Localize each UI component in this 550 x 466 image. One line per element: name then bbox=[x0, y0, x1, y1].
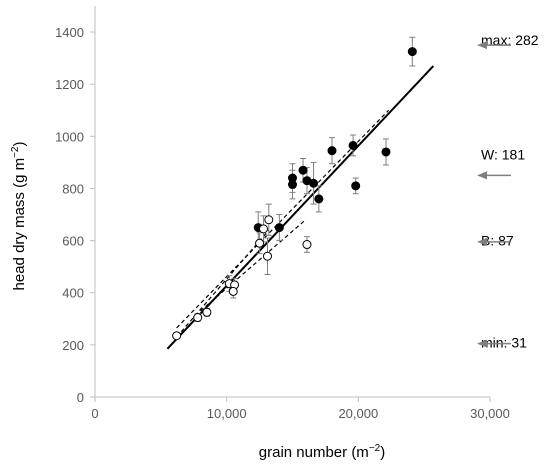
dashed-fit-line bbox=[176, 229, 270, 338]
x-tick-label: 20,000 bbox=[338, 406, 378, 421]
y-tick-label: 800 bbox=[62, 181, 84, 196]
open-point bbox=[228, 286, 238, 296]
x-axis-label: grain number (m−2) bbox=[259, 443, 385, 461]
dashed-fit-line bbox=[176, 109, 390, 329]
x-tick-label: 30,000 bbox=[470, 406, 510, 421]
dashed-fit-line bbox=[199, 219, 307, 312]
open-point bbox=[302, 240, 312, 250]
x-tick-label: 10,000 bbox=[207, 406, 247, 421]
y-axis-label: head dry mass (g m−2) bbox=[10, 142, 28, 291]
annotation-label: B: 87 bbox=[481, 233, 514, 249]
open-point bbox=[262, 251, 272, 261]
filled-point bbox=[351, 181, 361, 191]
y-tick-label: 1200 bbox=[55, 77, 84, 92]
y-tick-label: 1000 bbox=[55, 129, 84, 144]
annotation-arrow-head bbox=[477, 237, 487, 246]
y-tick-label: 0 bbox=[77, 390, 84, 405]
filled-point bbox=[381, 147, 391, 157]
open-point bbox=[259, 224, 269, 234]
open-point bbox=[264, 215, 274, 225]
annotation-label: max: 282 bbox=[481, 32, 539, 48]
annotation-label: min: 31 bbox=[481, 334, 527, 350]
data-points bbox=[172, 47, 417, 341]
annotations: max: 282 W: 181 B: 87 min: 31 bbox=[477, 32, 539, 350]
annotation-arrow-head bbox=[477, 41, 487, 50]
solid-fit-line bbox=[166, 65, 435, 350]
open-point bbox=[193, 312, 203, 322]
open-point bbox=[202, 307, 212, 317]
open-point bbox=[255, 238, 265, 248]
filled-point bbox=[288, 180, 297, 190]
y-tick-label: 400 bbox=[62, 286, 84, 301]
y-tick-label: 1400 bbox=[55, 25, 84, 40]
x-tick-label: 0 bbox=[91, 406, 98, 421]
annotation-arrow-head bbox=[477, 339, 487, 348]
y-tick-label: 200 bbox=[62, 338, 84, 353]
filled-point bbox=[407, 47, 417, 57]
ticks: 0 10,000 20,000 30,000 0 200 400 600 800 1000 1200… bbox=[55, 25, 510, 421]
annotation-label: W: 181 bbox=[481, 147, 525, 163]
filled-point bbox=[348, 140, 358, 150]
filled-point bbox=[327, 146, 337, 156]
fit-lines bbox=[166, 65, 435, 350]
y-tick-label: 600 bbox=[62, 234, 84, 249]
filled-point bbox=[314, 194, 324, 204]
open-point bbox=[172, 331, 182, 341]
filled-point bbox=[274, 223, 284, 233]
axes bbox=[94, 6, 490, 398]
annotation-arrow-head bbox=[477, 171, 487, 180]
filled-point bbox=[309, 178, 319, 188]
filled-point bbox=[298, 165, 308, 175]
